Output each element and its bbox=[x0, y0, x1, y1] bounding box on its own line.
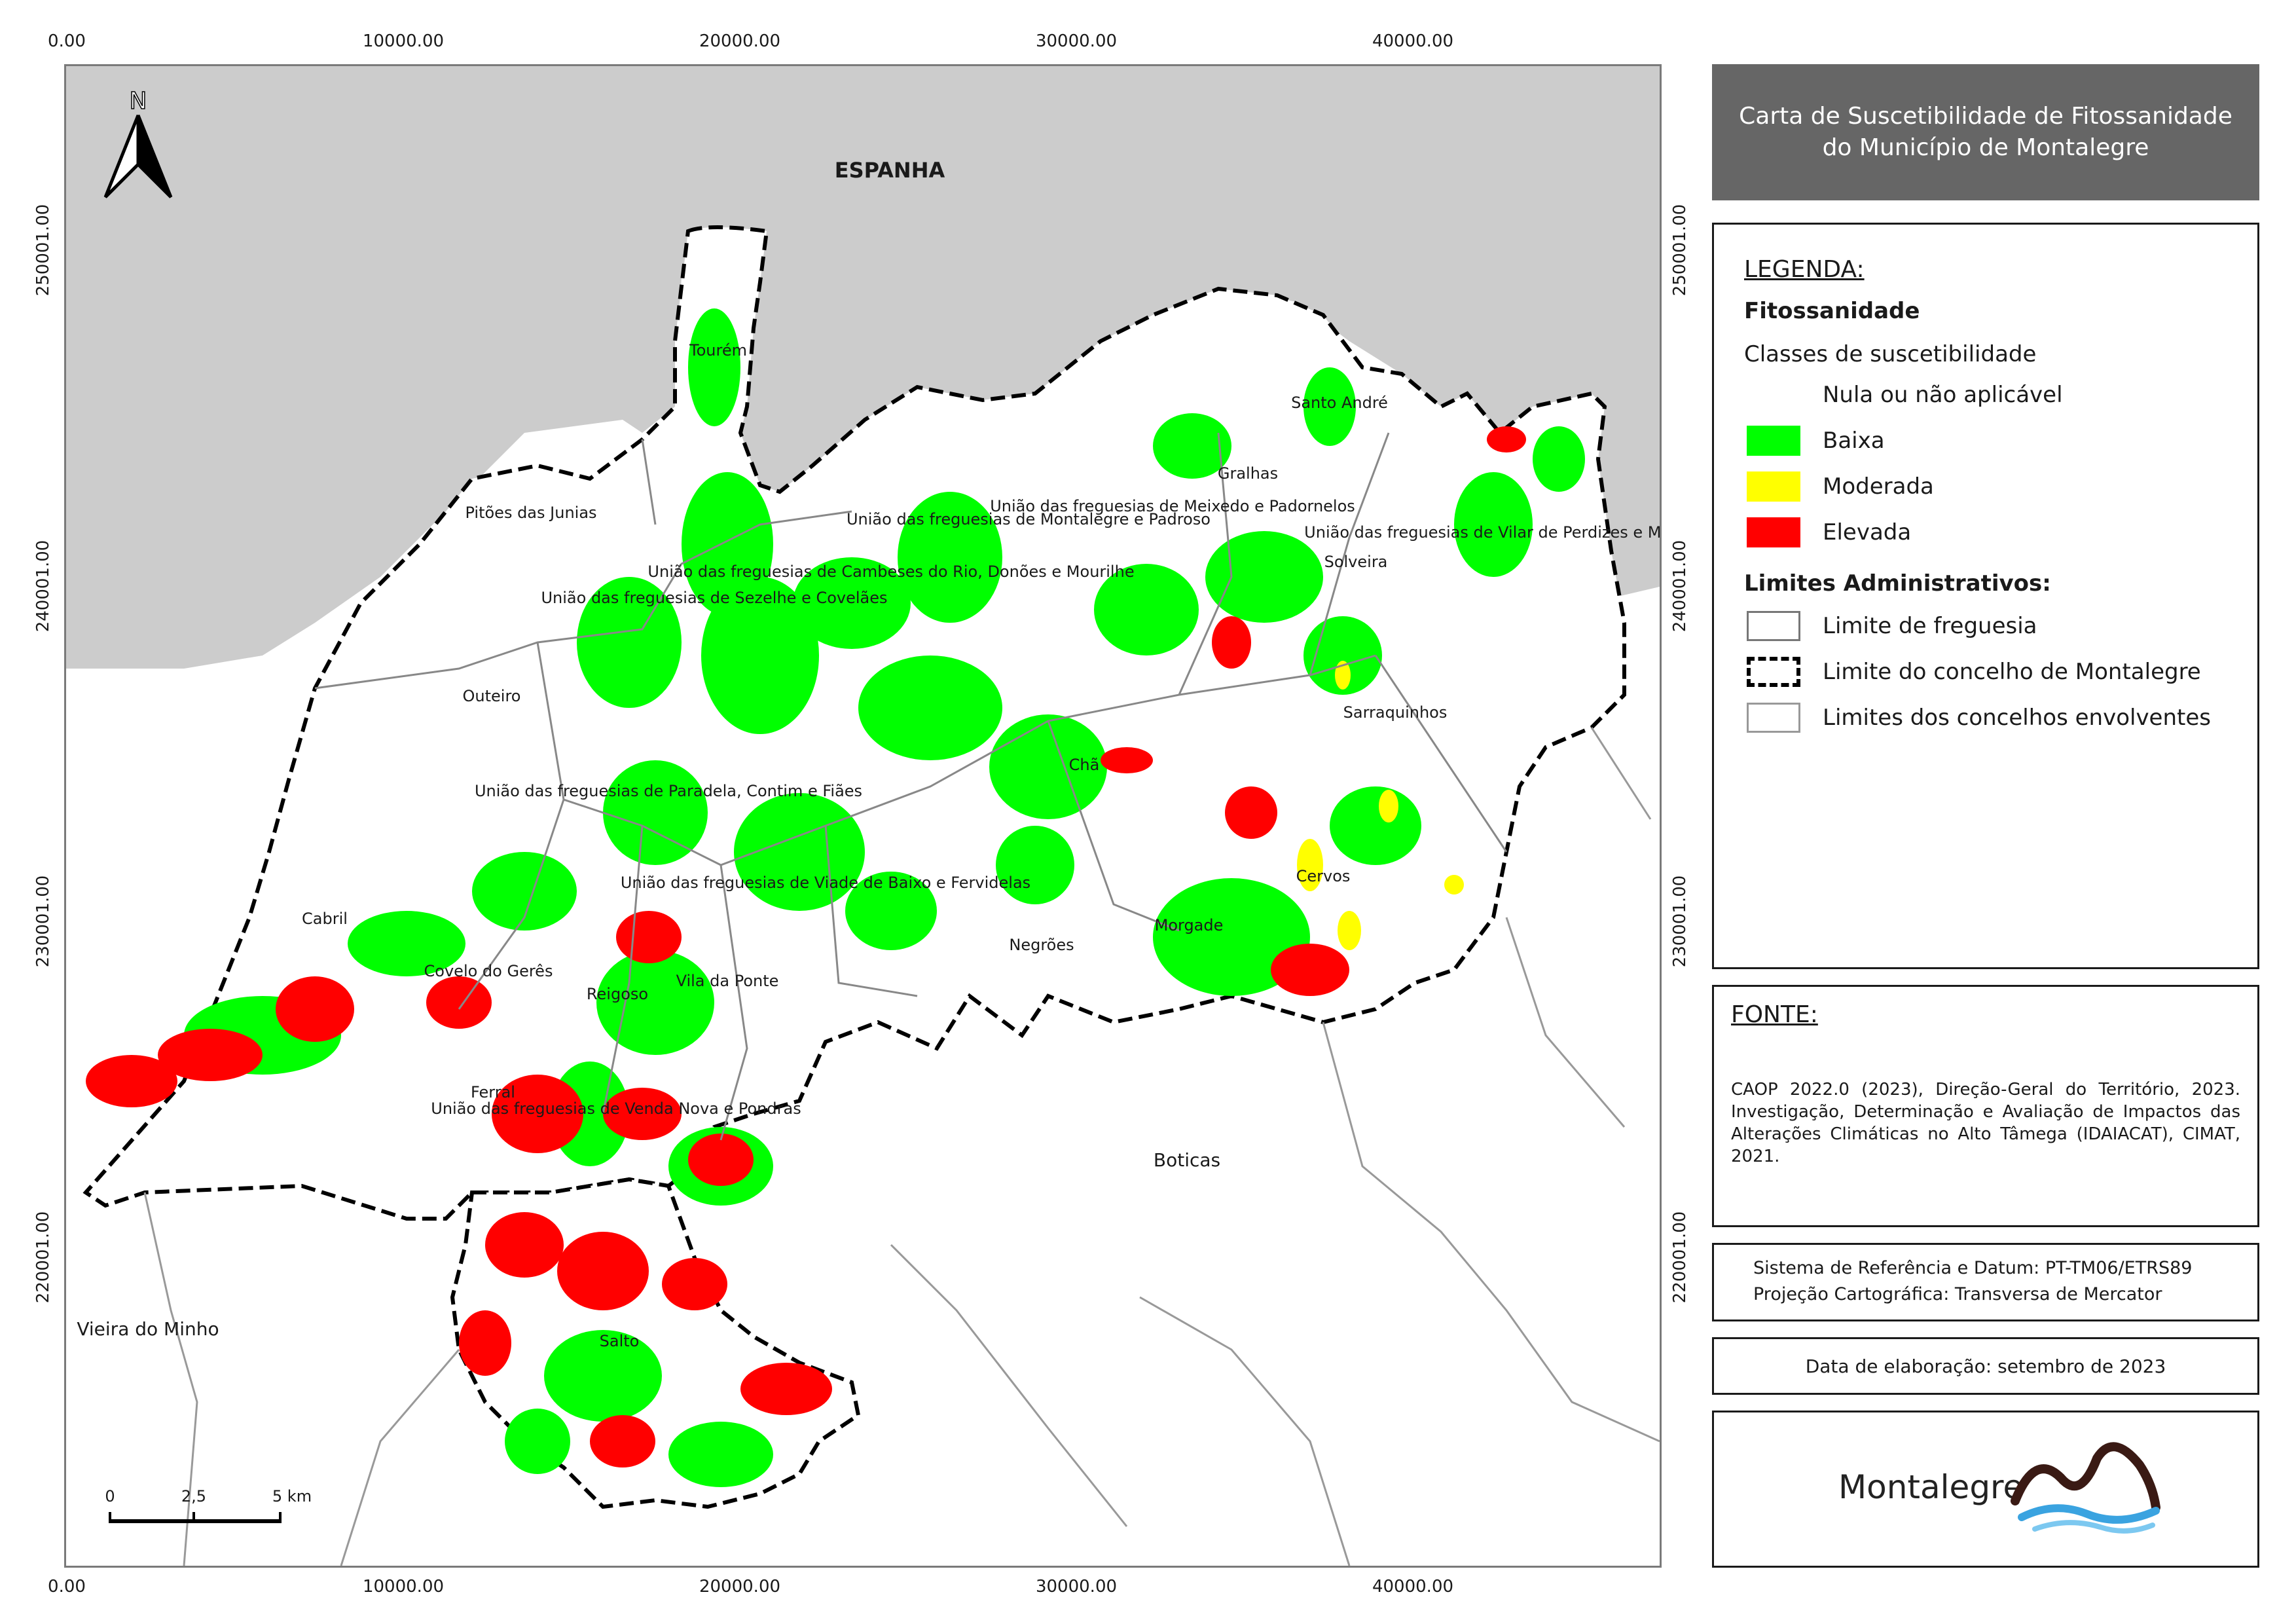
x-tick-label: 10000.00 bbox=[362, 31, 445, 51]
parish-label: União das freguesias de Cambeses do Rio,… bbox=[647, 563, 1134, 581]
legend-label: Nula ou não aplicável bbox=[1823, 382, 2063, 408]
map-canvas: ESPANHA Tourém Pitões das Junias União d… bbox=[66, 66, 1660, 1566]
parish-label: Vila da Ponte bbox=[676, 972, 779, 990]
moderate-susceptibility-areas bbox=[1297, 661, 1464, 950]
crs-line: Sistema de Referência e Datum: PT-TM06/E… bbox=[1753, 1258, 2193, 1278]
logo-panel: Montalegre bbox=[1712, 1411, 2259, 1568]
neighbor-label: Vieira do Minho bbox=[77, 1318, 219, 1340]
parish-label: Outeiro bbox=[463, 687, 521, 705]
scale-bar bbox=[109, 1512, 282, 1523]
parish-label: Sarraquinhos bbox=[1343, 703, 1448, 722]
scale-label: 0 bbox=[105, 1487, 115, 1505]
map-frame[interactable]: ESPANHA Tourém Pitões das Junias União d… bbox=[64, 64, 1662, 1568]
legend-section-fitossanidade: Fitossanidade bbox=[1744, 298, 1920, 324]
parish-label: União das freguesias de Venda Nova e Pon… bbox=[431, 1099, 801, 1118]
date-text: Data de elaboração: setembro de 2023 bbox=[1805, 1355, 2166, 1377]
parish-label: União das freguesias de Paradela, Contim… bbox=[475, 782, 862, 800]
legend-item-concelho: Limite do concelho de Montalegre bbox=[1747, 655, 2201, 688]
parish-label: Pitões das Junias bbox=[465, 504, 596, 522]
legend-section-limits: Limites Administrativos: bbox=[1744, 570, 2051, 597]
date-panel: Data de elaboração: setembro de 2023 bbox=[1712, 1337, 2259, 1395]
legend-label: Limite do concelho de Montalegre bbox=[1823, 659, 2201, 685]
y-tick-label: 250001.00 bbox=[33, 204, 53, 297]
parish-label: União das freguesias de Viade de Baixo e… bbox=[621, 874, 1030, 892]
legend-item-nula: Nula ou não aplicável bbox=[1747, 378, 2063, 411]
source-heading: FONTE: bbox=[1731, 1001, 1818, 1028]
parish-label: União das freguesias de Sezelhe e Covelã… bbox=[541, 589, 887, 607]
parish-label: Tourém bbox=[689, 341, 747, 360]
crs-panel: Sistema de Referência e Datum: PT-TM06/E… bbox=[1712, 1243, 2259, 1321]
legend-swatch bbox=[1747, 426, 1800, 456]
x-tick-label: 0.00 bbox=[48, 1577, 86, 1596]
scale-label: 5 km bbox=[272, 1487, 312, 1505]
legend-swatch bbox=[1747, 517, 1800, 547]
north-label: N bbox=[130, 88, 147, 115]
legend-label: Limite de freguesia bbox=[1823, 613, 2037, 639]
legend-panel: LEGENDA: Fitossanidade Classes de suscet… bbox=[1712, 223, 2259, 969]
parish-label: Cabril bbox=[302, 910, 348, 928]
legend-subtitle: Classes de suscetibilidade bbox=[1744, 341, 2037, 367]
x-tick-label: 40000.00 bbox=[1372, 31, 1454, 51]
parish-boundaries bbox=[314, 432, 1508, 1141]
x-tick-label: 0.00 bbox=[48, 31, 86, 51]
legend-label: Moderada bbox=[1823, 473, 1934, 500]
y-tick-label: 230001.00 bbox=[1670, 875, 1690, 968]
legend-label: Elevada bbox=[1823, 519, 1912, 545]
parish-label: Reigoso bbox=[587, 985, 648, 1003]
parish-label: Solveira bbox=[1324, 553, 1388, 571]
parish-label: Salto bbox=[600, 1332, 640, 1350]
legend-label: Limites dos concelhos envolventes bbox=[1823, 705, 2211, 731]
legend-heading: LEGENDA: bbox=[1744, 256, 1865, 283]
legend-item-freguesia: Limite de freguesia bbox=[1747, 610, 2037, 642]
source-panel: FONTE: CAOP 2022.0 (2023), Direção-Geral… bbox=[1712, 985, 2259, 1227]
x-tick-label: 20000.00 bbox=[699, 1577, 781, 1596]
legend-item-baixa: Baixa bbox=[1747, 424, 1885, 457]
source-text: CAOP 2022.0 (2023), Direção-Geral do Ter… bbox=[1731, 1080, 2240, 1166]
north-arrow-icon bbox=[103, 115, 173, 198]
legend-swatch bbox=[1747, 657, 1800, 687]
legend-swatch bbox=[1747, 380, 1800, 410]
x-tick-label: 30000.00 bbox=[1035, 31, 1118, 51]
parish-label: União das freguesias de Montalegre e Pad… bbox=[847, 510, 1211, 528]
parish-label: Negrões bbox=[1009, 936, 1074, 954]
parish-label: Covelo do Gerês bbox=[424, 962, 553, 980]
y-tick-label: 250001.00 bbox=[1670, 204, 1690, 297]
scale-label: 2,5 bbox=[181, 1487, 206, 1505]
parish-label: Cervos bbox=[1296, 867, 1351, 885]
map-title: Carta de Suscetibilidade de Fitossanidad… bbox=[1712, 64, 2259, 200]
parish-label: Ferral bbox=[471, 1083, 515, 1101]
parish-label: Santo André bbox=[1291, 394, 1388, 412]
y-tick-label: 240001.00 bbox=[1670, 540, 1690, 633]
y-tick-label: 230001.00 bbox=[33, 875, 53, 968]
parish-label: Gralhas bbox=[1218, 464, 1278, 483]
crs-line: Projeção Cartográfica: Transversa de Mer… bbox=[1753, 1284, 2162, 1304]
legend-swatch bbox=[1747, 703, 1800, 733]
y-tick-label: 220001.00 bbox=[1670, 1211, 1690, 1304]
y-tick-label: 240001.00 bbox=[33, 540, 53, 633]
neighbor-label: Boticas bbox=[1154, 1149, 1220, 1171]
y-tick-label: 220001.00 bbox=[33, 1211, 53, 1304]
parish-label: Morgade bbox=[1155, 916, 1224, 934]
spain-region bbox=[66, 66, 1660, 669]
legend-swatch bbox=[1747, 611, 1800, 641]
x-tick-label: 20000.00 bbox=[699, 31, 781, 51]
x-tick-label: 10000.00 bbox=[362, 1577, 445, 1596]
neighbor-boundaries bbox=[143, 727, 1660, 1566]
legend-label: Baixa bbox=[1823, 428, 1885, 454]
legend-item-moderada: Moderada bbox=[1747, 470, 1934, 503]
legend-swatch bbox=[1747, 471, 1800, 502]
parish-label: União das freguesias de Vilar de Perdize… bbox=[1304, 523, 1660, 542]
parish-label: União das freguesias de Meixedo e Padorn… bbox=[990, 497, 1355, 515]
parish-label: Chã bbox=[1069, 756, 1100, 774]
country-label: ESPANHA bbox=[835, 158, 945, 183]
legend-item-elevada: Elevada bbox=[1747, 516, 1911, 549]
x-tick-label: 40000.00 bbox=[1372, 1577, 1454, 1596]
high-susceptibility-areas bbox=[86, 426, 1526, 1467]
legend-item-envolventes: Limites dos concelhos envolventes bbox=[1747, 701, 2211, 734]
logo-text: Montalegre bbox=[1838, 1468, 2024, 1506]
x-tick-label: 30000.00 bbox=[1035, 1577, 1118, 1596]
montalegre-logo-icon bbox=[2011, 1442, 2160, 1534]
